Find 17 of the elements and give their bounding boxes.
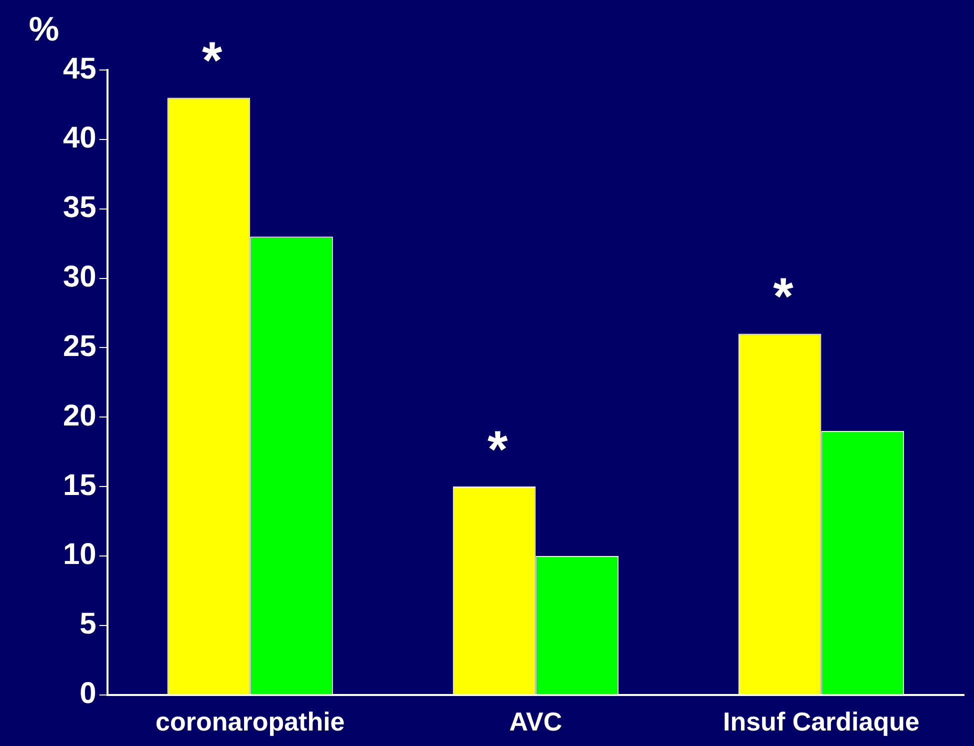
y-tick-label: 20 [62,399,96,432]
y-tick-label: 15 [62,468,96,502]
y-axis-title: % [28,10,60,48]
x-tick-label: AVC [509,706,562,737]
y-tick-label: 5 [80,608,96,641]
y-tick-label: 10 [62,538,96,572]
annotation: * [202,32,224,90]
y-tick-label: 30 [62,260,96,294]
annotation: * [773,268,794,326]
x-tick-label: Insuf Cardiaque [722,706,920,737]
y-tick-label: 0 [80,677,96,710]
x-tick-label: coronaropathie [156,706,345,737]
annotation: * [488,420,509,479]
y-tick-label: 25 [62,330,96,363]
y-tick-label: 35 [62,191,96,224]
y-tick-label: 40 [62,122,96,155]
y-tick-label: 45 [62,52,96,86]
